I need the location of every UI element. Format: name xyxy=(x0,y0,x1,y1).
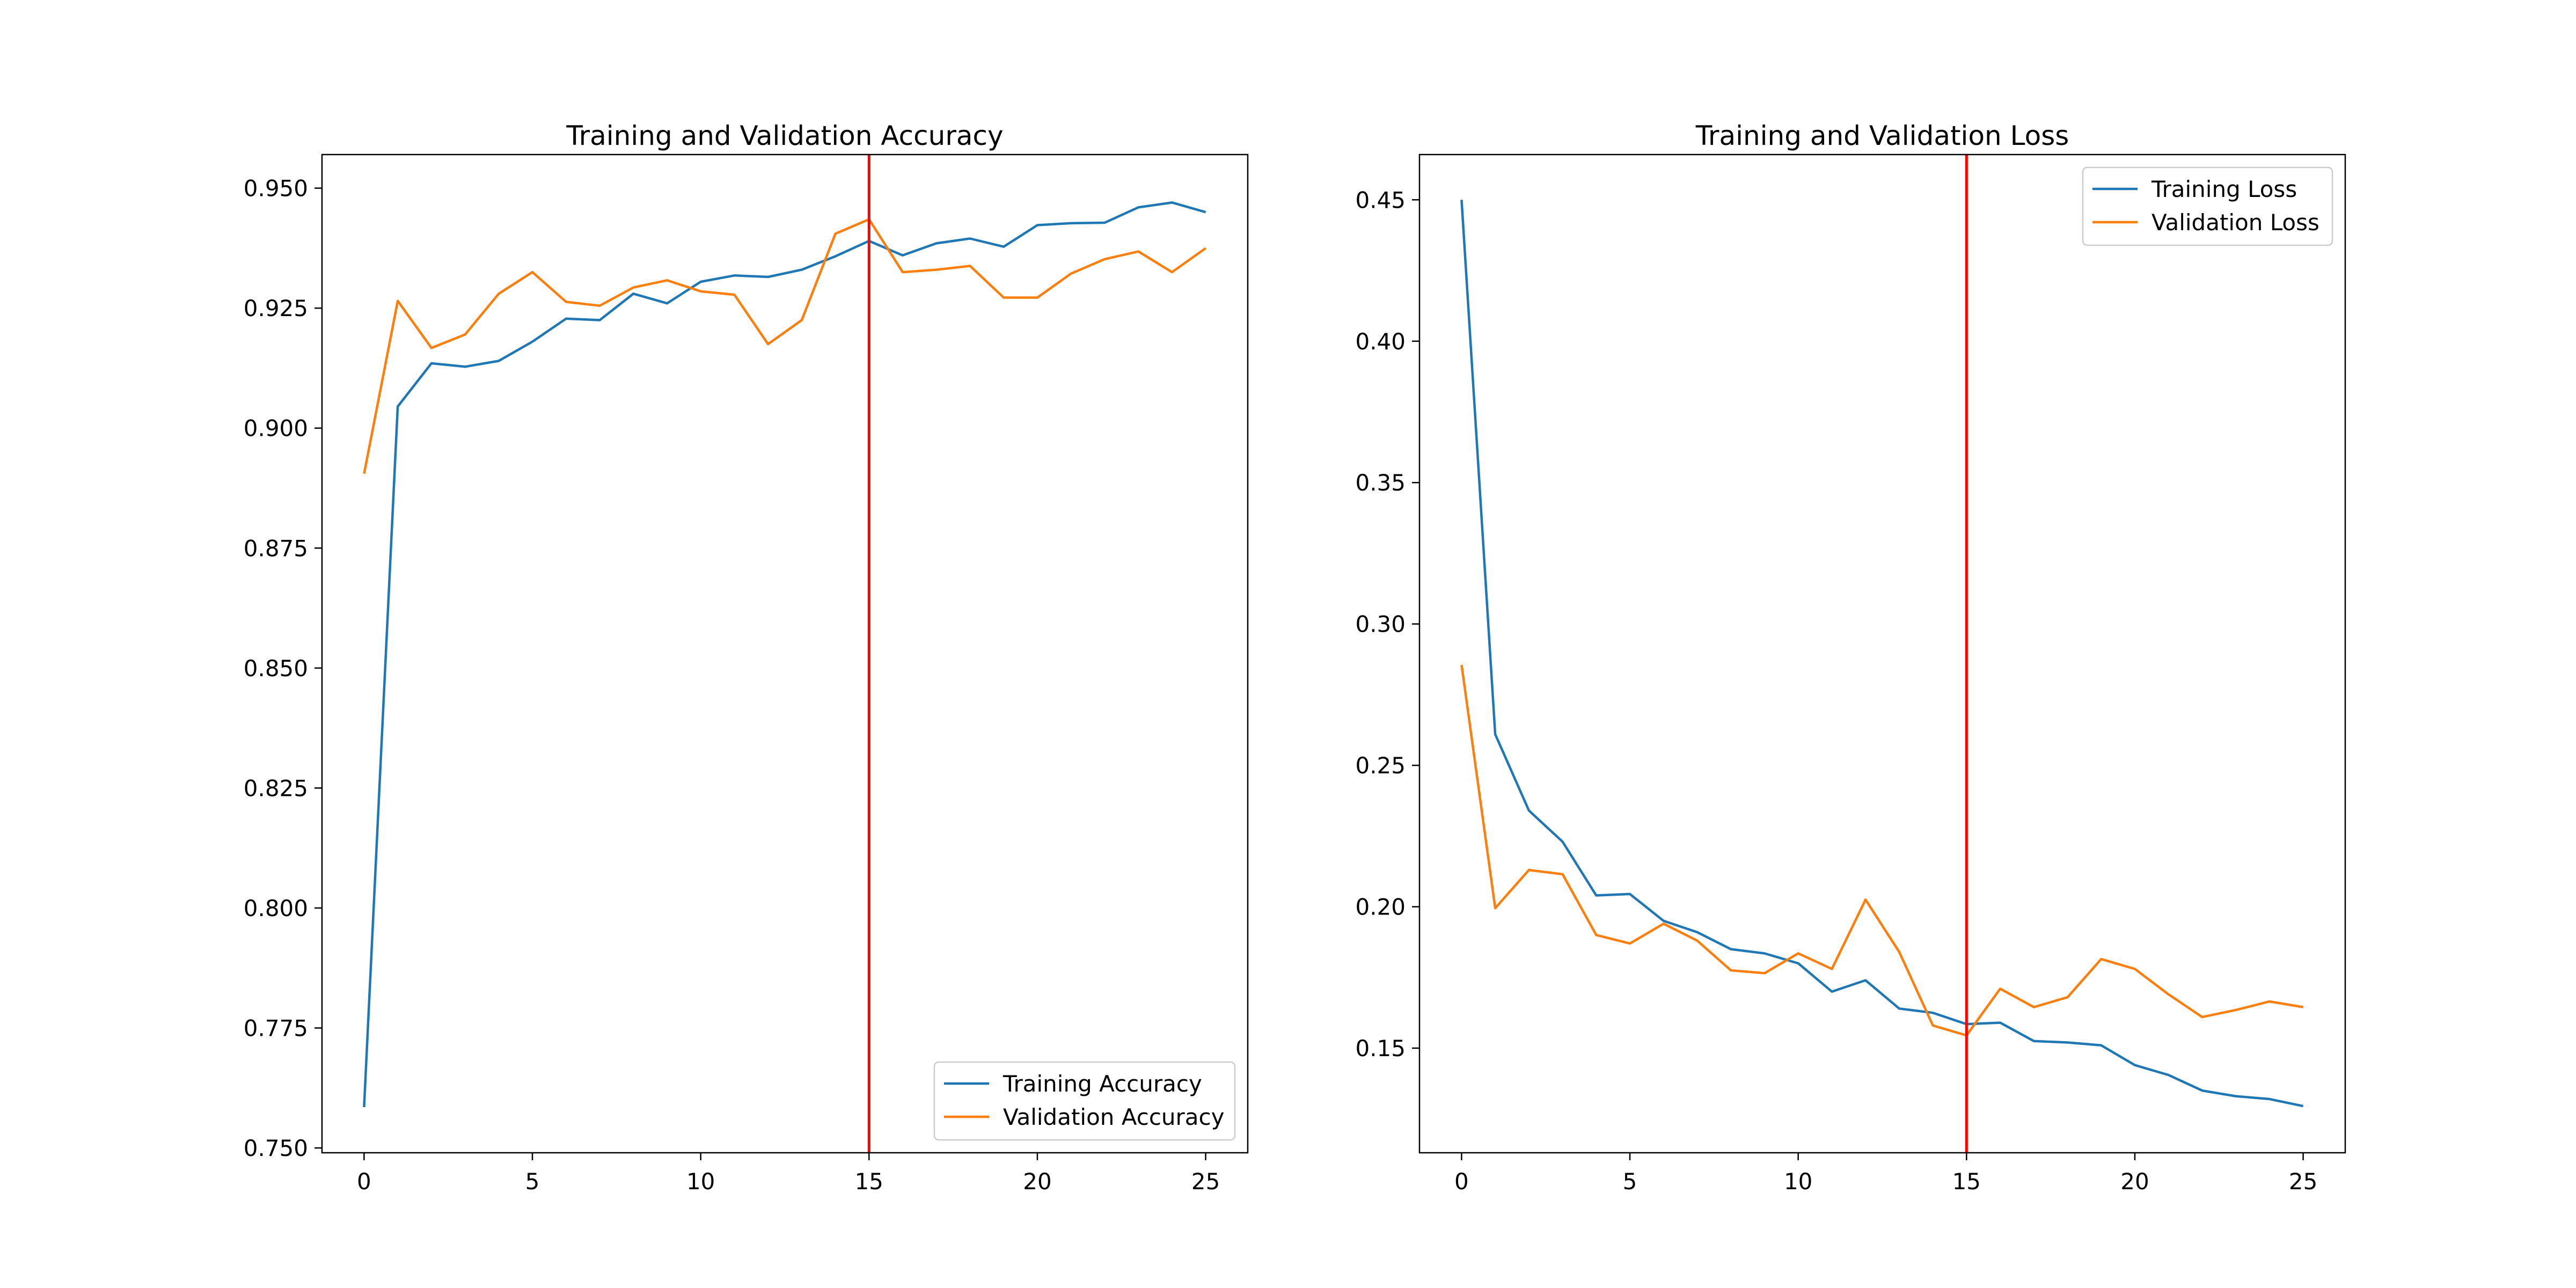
loss-chart-title: Training and Validation Loss xyxy=(1695,120,2069,151)
loss-y-ticks: 0.15 0.20 0.25 0.30 0.35 0.40 0.45 xyxy=(1355,187,1419,1062)
loss-y-tick-label: 0.15 xyxy=(1355,1035,1406,1062)
loss-y-tick-label: 0.25 xyxy=(1355,752,1406,779)
accuracy-y-tick-label: 0.825 xyxy=(244,775,308,801)
accuracy-y-tick-label: 0.775 xyxy=(244,1015,308,1042)
loss-axes-frame xyxy=(1418,153,2346,1154)
loss-legend: Training Loss Validation Loss xyxy=(2082,166,2333,246)
accuracy-chart-title: Training and Validation Accuracy xyxy=(566,120,1003,151)
accuracy-y-tick-label: 0.750 xyxy=(244,1135,308,1161)
loss-x-tick-label: 20 xyxy=(2120,1168,2149,1195)
loss-x-tick-label: 25 xyxy=(2289,1168,2317,1195)
accuracy-x-tick-label: 15 xyxy=(855,1168,883,1195)
accuracy-y-tick-label: 0.800 xyxy=(244,895,308,921)
accuracy-y-tick-label: 0.875 xyxy=(244,535,308,561)
loss-x-ticks: 0 5 10 15 20 25 xyxy=(1454,1153,2317,1195)
loss-y-tick-label: 0.40 xyxy=(1355,328,1406,355)
accuracy-y-tick-label: 0.850 xyxy=(244,655,308,682)
accuracy-y-ticks: 0.750 0.775 0.800 0.825 0.850 0.875 0.900 0.925… xyxy=(244,175,322,1161)
accuracy-axes-frame xyxy=(321,153,1249,1154)
accuracy-x-tick-label: 25 xyxy=(1191,1168,1220,1195)
accuracy-x-tick-label: 20 xyxy=(1023,1168,1051,1195)
loss-y-tick-label: 0.45 xyxy=(1355,187,1406,213)
accuracy-y-tick-label: 0.950 xyxy=(244,175,308,202)
loss-x-tick-label: 0 xyxy=(1454,1168,1469,1195)
loss-legend-label-2: Validation Loss xyxy=(2151,209,2319,236)
accuracy-x-ticks: 0 5 10 15 20 25 xyxy=(357,1153,1220,1195)
loss-y-tick-label: 0.20 xyxy=(1355,894,1406,920)
accuracy-legend: Training Accuracy Validation Accuracy xyxy=(933,1061,1236,1141)
loss-y-tick-label: 0.30 xyxy=(1355,611,1406,638)
loss-plot-area xyxy=(1460,155,2304,1153)
accuracy-x-tick-label: 10 xyxy=(686,1168,715,1195)
loss-legend-box xyxy=(2082,166,2333,246)
loss-x-tick-label: 15 xyxy=(1952,1168,1981,1195)
loss-x-tick-label: 10 xyxy=(1784,1168,1812,1195)
accuracy-series-line-2 xyxy=(363,218,1206,474)
accuracy-chart: Training and Validation Accuracy 0 5 10 15 2… xyxy=(244,120,1249,1195)
accuracy-y-tick-label: 0.925 xyxy=(244,295,308,321)
accuracy-series-line-1 xyxy=(363,201,1206,1108)
accuracy-y-tick-label: 0.900 xyxy=(244,415,308,442)
loss-chart: Training and Validation Loss 0 5 10 15 20 25 … xyxy=(1355,120,2346,1195)
loss-y-tick-label: 0.35 xyxy=(1355,470,1406,496)
accuracy-x-tick-label: 5 xyxy=(525,1168,540,1195)
accuracy-legend-label-2: Validation Accuracy xyxy=(1003,1104,1225,1130)
accuracy-plot-area xyxy=(363,155,1206,1153)
loss-series-line-1 xyxy=(1460,200,2304,1108)
loss-series-line-2 xyxy=(1460,664,2303,1037)
loss-x-tick-label: 5 xyxy=(1623,1168,1637,1195)
loss-legend-label-1: Training Loss xyxy=(2151,176,2297,202)
accuracy-x-tick-label: 0 xyxy=(357,1168,371,1195)
accuracy-legend-label-1: Training Accuracy xyxy=(1002,1071,1202,1097)
accuracy-legend-box xyxy=(933,1061,1236,1141)
